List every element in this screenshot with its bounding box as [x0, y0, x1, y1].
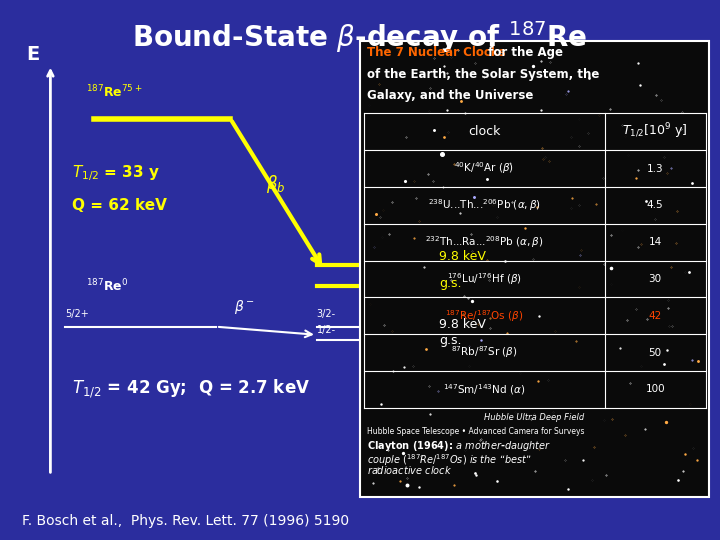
Text: $T_{1/2}[10^9$ y]: $T_{1/2}[10^9$ y]	[622, 122, 688, 141]
Text: Clayton (1964): $\it{a\ mother}$-$\it{daughter}$: Clayton (1964): $\it{a\ mother}$-$\it{da…	[367, 439, 552, 453]
Text: $T_{1/2}$ = 42 Gy;  Q = 2.7 keV: $T_{1/2}$ = 42 Gy; Q = 2.7 keV	[72, 377, 310, 400]
Text: 4.5: 4.5	[647, 200, 664, 211]
Text: 9.8 keV: 9.8 keV	[439, 250, 486, 263]
Text: 1.3: 1.3	[647, 164, 664, 173]
Text: $^{147}$Sm/$^{143}$Nd ($\alpha$): $^{147}$Sm/$^{143}$Nd ($\alpha$)	[443, 382, 526, 397]
Text: g.s.: g.s.	[439, 277, 462, 290]
Bar	[360, 40, 709, 497]
Text: 14: 14	[649, 237, 662, 247]
Text: Hubble Ultra Deep Field: Hubble Ultra Deep Field	[485, 413, 585, 422]
Text: 30: 30	[649, 274, 662, 284]
Text: $^{238}$U...Th...$^{206}$Pb ($\alpha,\beta$): $^{238}$U...Th...$^{206}$Pb ($\alpha,\be…	[428, 198, 541, 213]
Text: of the Earth, the Solar System, the: of the Earth, the Solar System, the	[367, 68, 600, 80]
Text: Bound-State $\beta$-decay of $^{187}$Re: Bound-State $\beta$-decay of $^{187}$Re	[132, 19, 588, 55]
Text: $^{187}$$\mathbf{Re}^{0}$: $^{187}$$\mathbf{Re}^{0}$	[86, 278, 129, 294]
Text: 1/2-: 1/2-	[317, 325, 336, 335]
Text: $^{176}$Lu/$^{176}$Hf ($\beta$): $^{176}$Lu/$^{176}$Hf ($\beta$)	[446, 271, 522, 287]
Text: $\it{radioactive\ clock}$: $\it{radioactive\ clock}$	[367, 464, 452, 476]
Text: $^{187}$$\mathbf{Re}^{75+}$: $^{187}$$\mathbf{Re}^{75+}$	[86, 84, 143, 100]
Text: $^{232}$Th...Ra...$^{208}$Pb ($\alpha,\beta$): $^{232}$Th...Ra...$^{208}$Pb ($\alpha,\b…	[425, 234, 544, 250]
Text: 50: 50	[649, 348, 662, 357]
Text: 100: 100	[645, 384, 665, 394]
Text: clock: clock	[468, 125, 500, 138]
Text: Q = 62 keV: Q = 62 keV	[72, 198, 167, 213]
Text: $^{40}$K/$^{40}$Ar ($\beta$): $^{40}$K/$^{40}$Ar ($\beta$)	[454, 161, 514, 177]
Text: E: E	[26, 44, 39, 64]
Text: $^{87}$Rb/$^{87}$Sr ($\beta$): $^{87}$Rb/$^{87}$Sr ($\beta$)	[451, 345, 518, 360]
Text: $\beta^-$: $\beta^-$	[234, 298, 256, 316]
Text: 9.8 keV: 9.8 keV	[439, 318, 486, 330]
Text: $\it{couple\ (^{187}Re/^{187}Os)\ is\ the\ \textquotedblleft best\textquotedblri: $\it{couple\ (^{187}Re/^{187}Os)\ is\ th…	[367, 453, 532, 468]
Text: Hubble Space Telescope • Advanced Camera for Surveys: Hubble Space Telescope • Advanced Camera…	[367, 427, 585, 436]
Text: 3/2-: 3/2-	[317, 308, 336, 319]
Text: Galaxy, and the Universe: Galaxy, and the Universe	[367, 89, 534, 102]
Text: 42: 42	[649, 310, 662, 321]
Text: for the Age: for the Age	[484, 46, 563, 59]
Text: $\beta_b$: $\beta_b$	[266, 173, 286, 194]
Text: 5/2+: 5/2+	[65, 308, 89, 319]
Text: $T_{1/2}$ = 33 y: $T_{1/2}$ = 33 y	[72, 163, 160, 183]
Text: g.s.: g.s.	[439, 334, 462, 347]
Text: $^{187}$Re/$^{187}$Os ($\beta$): $^{187}$Re/$^{187}$Os ($\beta$)	[445, 308, 523, 323]
Text: The 7 Nuclear Clocks: The 7 Nuclear Clocks	[367, 46, 506, 59]
Text: F. Bosch et al.,  Phys. Rev. Lett. 77 (1996) 5190: F. Bosch et al., Phys. Rev. Lett. 77 (19…	[22, 514, 348, 528]
